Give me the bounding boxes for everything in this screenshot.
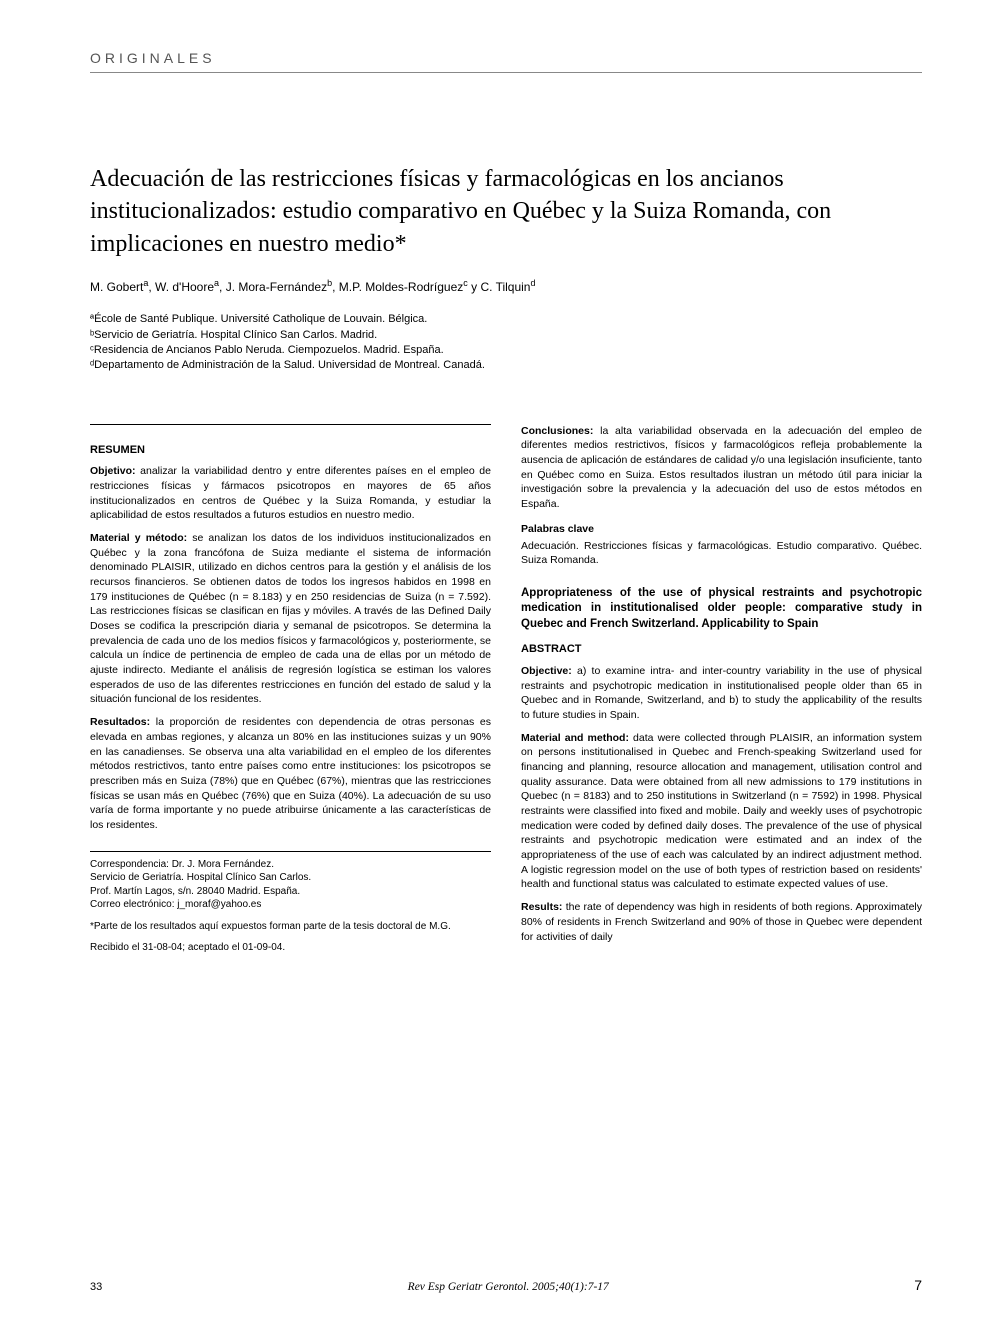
corr-line: Correo electrónico: j_moraf@yahoo.es — [90, 898, 491, 912]
correspondence-block: Correspondencia: Dr. J. Mora Fernández. … — [90, 851, 491, 955]
footer-left-number: 33 — [90, 1281, 102, 1293]
resumen-material: Material y método: se analizan los datos… — [90, 531, 491, 707]
authors-line: M. Goberta, W. d'Hoorea, J. Mora-Fernánd… — [90, 278, 922, 294]
objetivo-text: analizar la variabilidad dentro y entre … — [90, 465, 491, 521]
results-en-label: Results: — [521, 901, 562, 913]
right-column: Conclusiones: la alta variabilidad obser… — [521, 424, 922, 955]
abstract-heading: ABSTRACT — [521, 642, 922, 657]
palabras-clave-heading: Palabras clave — [521, 522, 922, 537]
corr-line: Prof. Martín Lagos, s/n. 28040 Madrid. E… — [90, 885, 491, 899]
palabras-clave-body: Adecuación. Restricciones físicas y farm… — [521, 539, 922, 568]
objective-label: Objective: — [521, 665, 572, 677]
corr-note: *Parte de los resultados aquí expuestos … — [90, 920, 491, 934]
material-en-label: Material and method: — [521, 732, 629, 744]
resumen-objetivo: Objetivo: analizar la variabilidad dentr… — [90, 464, 491, 523]
abstract-material: Material and method: data were collected… — [521, 731, 922, 893]
conclusiones-text: la alta variabilidad observada en la ade… — [521, 425, 922, 510]
material-label: Material y método: — [90, 532, 187, 544]
footer-page-number: 7 — [914, 1277, 922, 1293]
results-en-text: the rate of dependency was high in resid… — [521, 901, 922, 942]
resumen-resultados: Resultados: la proporción de residentes … — [90, 715, 491, 833]
left-column: RESUMEN Objetivo: analizar la variabilid… — [90, 424, 491, 955]
affiliation: ᵇServicio de Geriatría. Hospital Clínico… — [90, 328, 922, 343]
abstract-results: Results: the rate of dependency was high… — [521, 900, 922, 944]
page-footer: 33 Rev Esp Geriatr Gerontol. 2005;40(1):… — [90, 1277, 922, 1293]
affiliation: ᵈDepartamento de Administración de la Sa… — [90, 358, 922, 373]
resumen-heading: RESUMEN — [90, 443, 491, 458]
conclusiones-para: Conclusiones: la alta variabilidad obser… — [521, 424, 922, 512]
affiliation: ªÉcole de Santé Publique. Université Cat… — [90, 312, 922, 327]
footer-citation: Rev Esp Geriatr Gerontol. 2005;40(1):7-1… — [408, 1281, 609, 1293]
objetivo-label: Objetivo: — [90, 465, 136, 477]
two-column-layout: RESUMEN Objetivo: analizar la variabilid… — [90, 424, 922, 955]
english-title: Appropriateness of the use of physical r… — [521, 586, 922, 633]
affiliations-block: ªÉcole de Santé Publique. Université Cat… — [90, 312, 922, 374]
objective-text: a) to examine intra- and inter-country v… — [521, 665, 922, 721]
resultados-text: la proporción de residentes con dependen… — [90, 716, 491, 831]
conclusiones-label: Conclusiones: — [521, 425, 593, 437]
corr-received: Recibido el 31-08-04; aceptado el 01-09-… — [90, 941, 491, 955]
material-text: se analizan los datos de los individuos … — [90, 532, 491, 706]
section-label: ORIGINALES — [90, 50, 922, 73]
resultados-label: Resultados: — [90, 716, 150, 728]
abstract-objective: Objective: a) to examine intra- and inte… — [521, 664, 922, 723]
affiliation: ᶜResidencia de Ancianos Pablo Neruda. Ci… — [90, 343, 922, 358]
article-title: Adecuación de las restricciones físicas … — [90, 163, 922, 260]
corr-line: Servicio de Geriatría. Hospital Clínico … — [90, 871, 491, 885]
material-en-text: data were collected through PLAISIR, an … — [521, 732, 922, 891]
corr-line: Correspondencia: Dr. J. Mora Fernández. — [90, 858, 491, 872]
